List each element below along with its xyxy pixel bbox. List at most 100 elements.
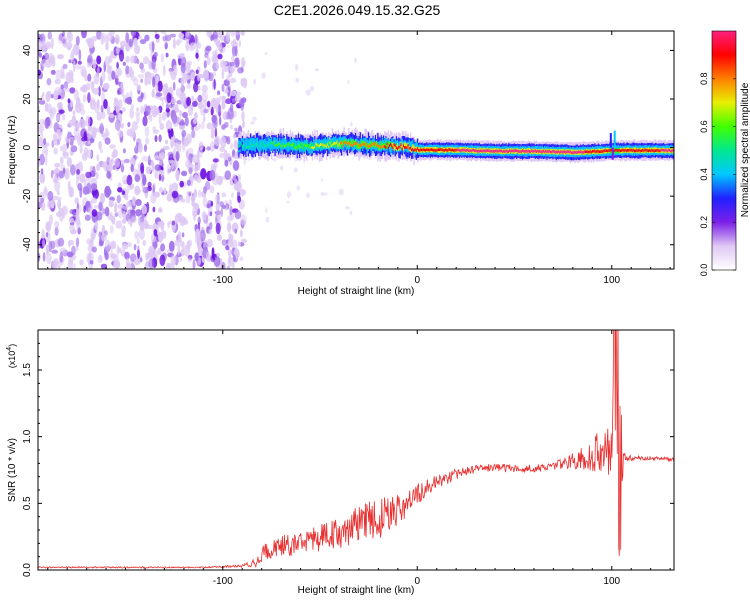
noise-blob — [90, 80, 95, 86]
noise-blob — [209, 185, 215, 194]
noise-blob — [126, 174, 133, 186]
ridge-cell — [500, 149, 503, 153]
noise-blob — [70, 145, 78, 153]
noise-blob — [198, 85, 201, 91]
ridge-cell — [531, 149, 533, 153]
noise-blob — [209, 169, 216, 181]
ridge-cell — [324, 144, 327, 147]
ridge-cell — [293, 145, 295, 151]
noise-blob — [74, 246, 79, 252]
snr-series-line — [38, 330, 674, 569]
ridge-cell — [259, 144, 261, 148]
noise-blob — [38, 69, 42, 76]
noise-blob — [87, 62, 92, 68]
noise-blob — [165, 139, 168, 145]
ridge-cell — [658, 149, 660, 153]
colorbar-tick-label: 0.6 — [699, 120, 709, 133]
ridge-cell — [471, 148, 474, 152]
ridge-cell — [617, 149, 619, 152]
noise-blob — [261, 72, 266, 79]
x-tick-label: 100 — [603, 576, 620, 587]
noise-blob — [242, 189, 247, 195]
noise-blob — [187, 147, 194, 156]
ridge-cell — [407, 144, 409, 147]
ridge-cell — [376, 144, 378, 148]
ridge-cell — [415, 146, 418, 152]
noise-blob — [116, 244, 120, 256]
ridge-cell — [374, 141, 377, 145]
ridge-cell — [364, 143, 366, 147]
noise-blob — [186, 179, 191, 186]
ridge-cell — [311, 146, 314, 149]
ridge-cell — [380, 146, 383, 149]
noise-blob — [253, 78, 256, 85]
ridge-cell — [283, 145, 286, 148]
noise-blob — [296, 185, 300, 191]
ridge-cell — [440, 148, 442, 151]
ridge-cell — [352, 144, 355, 147]
noise-blob — [131, 196, 137, 207]
noise-blob — [161, 111, 167, 121]
noise-blob — [198, 189, 202, 198]
ridge-cell — [387, 142, 390, 148]
noise-blob — [143, 144, 148, 153]
noise-blob — [136, 238, 140, 245]
noise-blob — [192, 118, 197, 125]
ridge-cell — [541, 150, 544, 154]
ridge-cell — [264, 144, 266, 148]
noise-blob — [65, 41, 73, 50]
ridge-cell — [626, 149, 629, 152]
noise-blob — [104, 252, 109, 261]
ridge-cell — [325, 145, 328, 149]
noise-blob — [237, 174, 241, 182]
ridge-cell — [405, 142, 407, 148]
noise-blob — [306, 192, 310, 198]
ridge-cell — [360, 140, 363, 147]
noise-blob — [130, 55, 136, 64]
noise-blob — [151, 41, 155, 53]
noise-blob — [186, 133, 192, 144]
ridge-cell — [283, 137, 286, 149]
noise-blob — [96, 211, 103, 221]
noise-blob — [195, 69, 199, 75]
snr-x-ticks: -100 0 100 — [47, 330, 671, 587]
ridge-cell — [371, 143, 373, 146]
noise-blob — [138, 142, 143, 154]
ridge-cell — [251, 144, 253, 147]
ridge-cell — [649, 149, 651, 152]
noise-blob — [203, 115, 206, 123]
ridge-cell — [310, 142, 313, 148]
noise-blob — [80, 109, 86, 116]
noise-blob — [192, 100, 198, 107]
noise-blob — [305, 89, 311, 96]
ridge-cell — [449, 148, 451, 151]
noise-blob — [85, 171, 92, 179]
noise-blob — [115, 119, 121, 131]
noise-blob — [159, 206, 162, 213]
noise-blob — [226, 222, 232, 233]
noise-blob — [139, 62, 144, 70]
ridge-cell — [611, 147, 614, 160]
noise-blob — [98, 201, 103, 212]
noise-blob — [58, 132, 62, 142]
noise-blob — [176, 39, 181, 46]
ridge-cell — [547, 150, 549, 153]
noise-blob — [148, 258, 155, 269]
ridge-cell — [595, 150, 597, 154]
snr-x-axis-label: Height of straight line (km) — [298, 585, 415, 596]
ridge-cell — [604, 149, 607, 153]
noise-blob — [136, 58, 140, 65]
noise-blob — [96, 111, 102, 121]
ridge-cell — [345, 138, 348, 151]
noise-blob — [168, 240, 175, 252]
ridge-cell — [400, 143, 402, 146]
noise-blob — [68, 76, 75, 84]
noise-blob — [38, 118, 46, 126]
ridge-cell — [530, 150, 532, 154]
ridge-cell — [602, 150, 604, 153]
noise-blob — [45, 232, 49, 238]
noise-blob — [175, 150, 180, 162]
noise-blob — [186, 96, 192, 107]
ridge-cell — [613, 130, 616, 148]
ridge-cell — [628, 149, 630, 152]
